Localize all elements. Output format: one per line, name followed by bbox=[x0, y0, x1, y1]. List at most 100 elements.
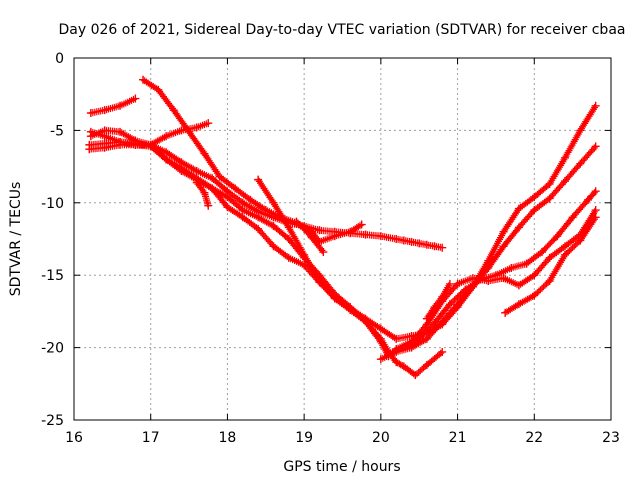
data-point bbox=[591, 187, 600, 196]
data-point bbox=[499, 242, 508, 251]
data-point bbox=[507, 263, 516, 272]
data-point bbox=[384, 349, 393, 358]
data-point bbox=[438, 347, 447, 356]
data-point bbox=[204, 201, 213, 210]
data-point bbox=[208, 184, 217, 193]
data-point bbox=[468, 274, 477, 283]
data-point bbox=[192, 123, 201, 132]
series-s8 bbox=[376, 142, 600, 364]
x-tick-label: 18 bbox=[219, 430, 237, 446]
y-tick-label: -20 bbox=[41, 341, 64, 357]
data-point bbox=[484, 276, 493, 285]
data-point bbox=[319, 248, 328, 257]
data-point bbox=[231, 184, 240, 193]
data-point bbox=[177, 158, 186, 167]
data-point bbox=[530, 271, 539, 280]
data-point bbox=[407, 337, 416, 346]
data-point bbox=[346, 229, 355, 238]
data-point bbox=[422, 334, 431, 343]
data-point bbox=[553, 232, 562, 241]
data-point bbox=[522, 259, 531, 268]
series-s1 bbox=[86, 94, 140, 118]
data-point bbox=[430, 242, 439, 251]
data-point bbox=[484, 263, 493, 272]
data-point bbox=[376, 355, 385, 364]
series-s6 bbox=[85, 137, 447, 252]
data-point bbox=[392, 358, 401, 367]
data-point bbox=[131, 94, 140, 103]
data-point bbox=[346, 304, 355, 313]
data-point bbox=[407, 237, 416, 246]
data-point bbox=[86, 132, 95, 141]
y-axis-label: SDTVAR / TECUs bbox=[8, 182, 24, 297]
data-point bbox=[430, 303, 439, 312]
data-point bbox=[591, 101, 600, 110]
data-point bbox=[269, 213, 278, 222]
data-point bbox=[591, 206, 600, 215]
data-point bbox=[100, 139, 109, 148]
data-point bbox=[514, 204, 523, 213]
data-point bbox=[576, 126, 585, 135]
data-point bbox=[238, 213, 247, 222]
data-point bbox=[514, 300, 523, 309]
data-point bbox=[530, 291, 539, 300]
data-point bbox=[223, 187, 232, 196]
data-point bbox=[576, 236, 585, 245]
data-point bbox=[100, 106, 109, 115]
series-s12 bbox=[422, 279, 454, 323]
data-point bbox=[422, 360, 431, 369]
data-point bbox=[514, 223, 523, 232]
data-point bbox=[411, 371, 420, 380]
data-point bbox=[514, 281, 523, 290]
data-point bbox=[162, 155, 171, 164]
data-marks bbox=[85, 75, 600, 380]
data-point bbox=[376, 232, 385, 241]
data-point bbox=[154, 85, 163, 94]
data-point bbox=[430, 318, 439, 327]
data-point bbox=[422, 240, 431, 249]
data-point bbox=[545, 276, 554, 285]
data-point bbox=[438, 292, 447, 301]
data-point bbox=[292, 217, 301, 226]
data-point bbox=[192, 166, 201, 175]
data-point bbox=[284, 223, 293, 232]
plot-frame bbox=[73, 57, 612, 421]
data-point bbox=[530, 206, 539, 215]
x-axis-label: GPS time / hours bbox=[283, 459, 400, 475]
data-point bbox=[192, 178, 201, 187]
data-point bbox=[392, 345, 401, 354]
data-point bbox=[461, 285, 470, 294]
data-point bbox=[361, 230, 370, 239]
data-point bbox=[177, 126, 186, 135]
data-point bbox=[501, 308, 510, 317]
data-point bbox=[269, 242, 278, 251]
data-point bbox=[330, 227, 339, 236]
data-point bbox=[162, 132, 171, 141]
x-tick-label: 16 bbox=[65, 430, 83, 446]
series-s14 bbox=[192, 178, 213, 210]
y-tick-label: -15 bbox=[41, 268, 64, 284]
data-point bbox=[238, 198, 247, 207]
data-point bbox=[300, 224, 309, 233]
data-point bbox=[438, 243, 447, 252]
y-tick-label: -10 bbox=[41, 196, 64, 212]
data-point bbox=[376, 324, 385, 333]
data-point bbox=[330, 294, 339, 303]
data-point bbox=[116, 101, 125, 110]
data-point bbox=[392, 334, 401, 343]
data-point bbox=[591, 213, 600, 222]
data-point bbox=[357, 220, 366, 229]
data-point bbox=[254, 175, 263, 184]
data-point bbox=[399, 362, 408, 371]
data-point bbox=[238, 206, 247, 215]
x-tick-label: 20 bbox=[372, 430, 390, 446]
data-point bbox=[453, 279, 462, 288]
data-point bbox=[254, 207, 263, 216]
data-point bbox=[246, 195, 255, 204]
data-point bbox=[576, 159, 585, 168]
y-tick-label: -5 bbox=[50, 123, 64, 139]
data-point bbox=[530, 193, 539, 202]
axis-ticks: 16 17 18 19 20 21 22 23 0 -5 -10 -15 -20 -25 bbox=[41, 51, 620, 446]
data-point bbox=[307, 233, 316, 242]
data-point bbox=[545, 194, 554, 203]
